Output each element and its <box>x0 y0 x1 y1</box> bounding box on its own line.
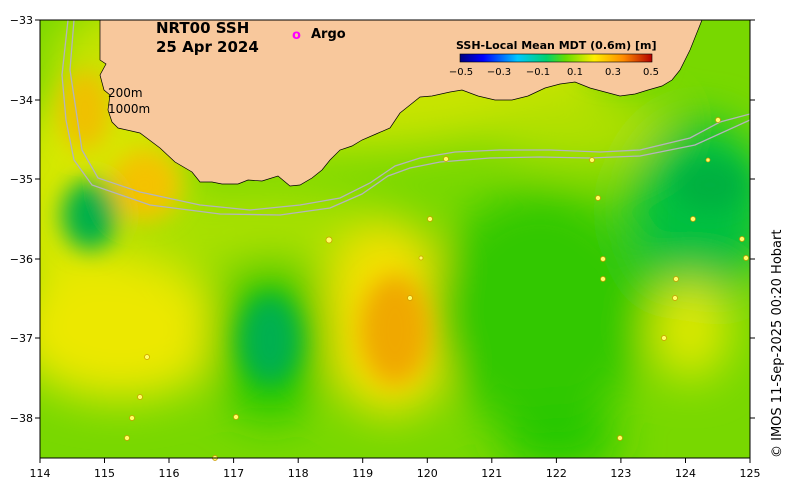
isobath-1000-label: 1000m <box>108 102 150 116</box>
x-tick-label: 123 <box>610 467 631 480</box>
argo-legend-symbol: o <box>292 28 301 43</box>
colorbar-title: SSH-Local Mean MDT (0.6m) [m] <box>456 39 656 52</box>
y-tick-label: −38 <box>10 412 33 425</box>
colorbar: SSH-Local Mean MDT (0.6m) [m] −0.5 −0.3 … <box>449 39 659 78</box>
y-tick-label: −34 <box>10 94 33 107</box>
colorbar-tick: 0.1 <box>567 67 583 78</box>
x-tick-label: 119 <box>352 467 373 480</box>
x-tick-label: 115 <box>94 467 115 480</box>
y-tick-label: −36 <box>10 253 33 266</box>
argo-legend-label: Argo <box>311 27 346 42</box>
colorbar-tick: −0.1 <box>526 67 550 78</box>
colorbar-tick: 0.5 <box>643 67 659 78</box>
x-tick-label: 114 <box>30 467 51 480</box>
x-tick-label: 124 <box>675 467 696 480</box>
x-tick-label: 122 <box>546 467 567 480</box>
x-tick-label: 125 <box>740 467 761 480</box>
x-tick-label: 116 <box>159 467 180 480</box>
y-tick-label: −33 <box>10 14 33 27</box>
tick-marks <box>35 19 755 463</box>
isobath-200-label: 200m <box>108 86 143 100</box>
map-title: NRT00 SSH <box>156 19 249 37</box>
x-tick-label: 121 <box>481 467 502 480</box>
argo-floats <box>124 117 749 461</box>
y-axis-labels: −33 −34 −35 −36 −37 −38 <box>10 14 33 425</box>
colorbar-gradient <box>459 53 653 63</box>
colorbar-tick: −0.5 <box>449 67 473 78</box>
colorbar-tick: 0.3 <box>605 67 621 78</box>
colorbar-tick: −0.3 <box>487 67 511 78</box>
x-tick-label: 120 <box>417 467 438 480</box>
y-tick-label: −35 <box>10 173 33 186</box>
plot-frame <box>39 19 751 459</box>
imos-credit: © IMOS 11-Sep-2025 00:20 Hobart <box>770 230 785 458</box>
y-tick-label: −37 <box>10 332 33 345</box>
x-tick-label: 118 <box>288 467 309 480</box>
x-axis-labels: 114 115 116 117 118 119 120 121 122 123 … <box>30 467 761 480</box>
map-date: 25 Apr 2024 <box>156 38 259 56</box>
x-tick-label: 117 <box>223 467 244 480</box>
